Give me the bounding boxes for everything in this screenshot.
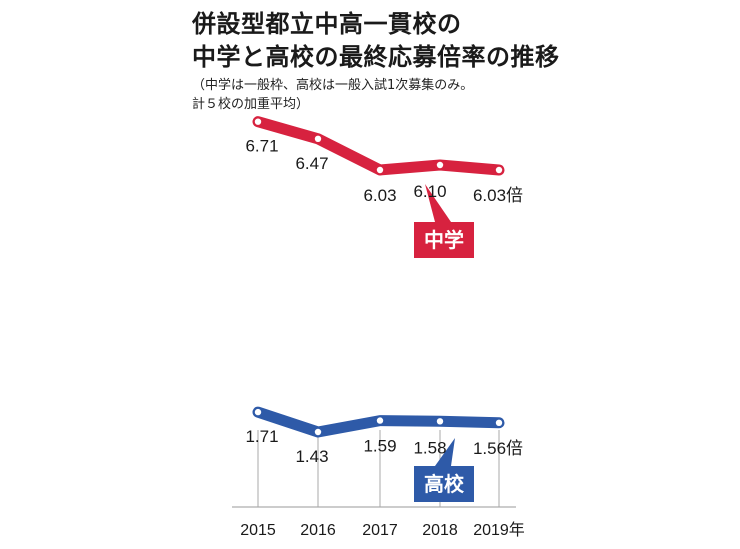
data-point-1-3 bbox=[436, 418, 444, 425]
value-label-0-2: 6.03 bbox=[363, 186, 396, 205]
data-point-1-2 bbox=[376, 417, 384, 424]
value-label-0-1: 6.47 bbox=[295, 154, 328, 173]
series-tag-pointer-1 bbox=[435, 438, 455, 466]
data-point-0-3 bbox=[436, 161, 444, 169]
value-label-1-1: 1.43 bbox=[295, 447, 328, 466]
note-line-2: 計５校の加重平均） bbox=[192, 97, 310, 112]
data-point-1-1 bbox=[314, 428, 322, 436]
x-tick-label-2: 2017 bbox=[362, 522, 398, 539]
series-line-0 bbox=[252, 116, 505, 176]
value-label-0-0: 6.71 bbox=[245, 137, 278, 156]
value-label-1-3: 1.58 bbox=[413, 438, 446, 457]
data-point-0-1 bbox=[314, 135, 322, 142]
title-line-2: 中学と高校の最終応募倍率の推移 bbox=[192, 43, 560, 71]
title-line-1: 併設型都立中高一貫校の bbox=[192, 10, 462, 38]
value-label-1-0: 1.71 bbox=[245, 427, 278, 446]
series-tag-0 bbox=[414, 222, 474, 258]
data-point-1-0 bbox=[254, 408, 262, 416]
note-line-1: （中学は一般枠、高校は一般入試1次募集のみ。 bbox=[192, 78, 474, 93]
x-tick-label-3: 2018 bbox=[422, 522, 458, 539]
x-tick-label-1: 2016 bbox=[300, 522, 336, 539]
series-tag-label-0: 中学 bbox=[424, 228, 464, 252]
data-point-1-4 bbox=[495, 419, 503, 426]
value-label-0-4: 6.03倍 bbox=[473, 186, 523, 205]
series-tag-pointer-0 bbox=[425, 184, 451, 222]
chart-title: 併設型都立中高一貫校の 中学と高校の最終応募倍率の推移 bbox=[192, 8, 560, 74]
value-label-1-4: 1.56倍 bbox=[473, 439, 523, 458]
data-point-0-0 bbox=[254, 118, 262, 125]
data-point-0-4 bbox=[495, 166, 503, 174]
series-tag-label-1: 高校 bbox=[424, 472, 465, 496]
data-point-0-2 bbox=[376, 166, 384, 174]
series-tag-1 bbox=[414, 466, 474, 502]
x-tick-label-4: 2019年 bbox=[473, 521, 525, 539]
chart-note: （中学は一般枠、高校は一般入試1次募集のみ。 計５校の加重平均） bbox=[192, 76, 473, 114]
x-tick-label-0: 2015 bbox=[240, 522, 276, 539]
value-label-0-3: 6.10 bbox=[413, 182, 446, 201]
value-label-1-2: 1.59 bbox=[363, 437, 396, 456]
